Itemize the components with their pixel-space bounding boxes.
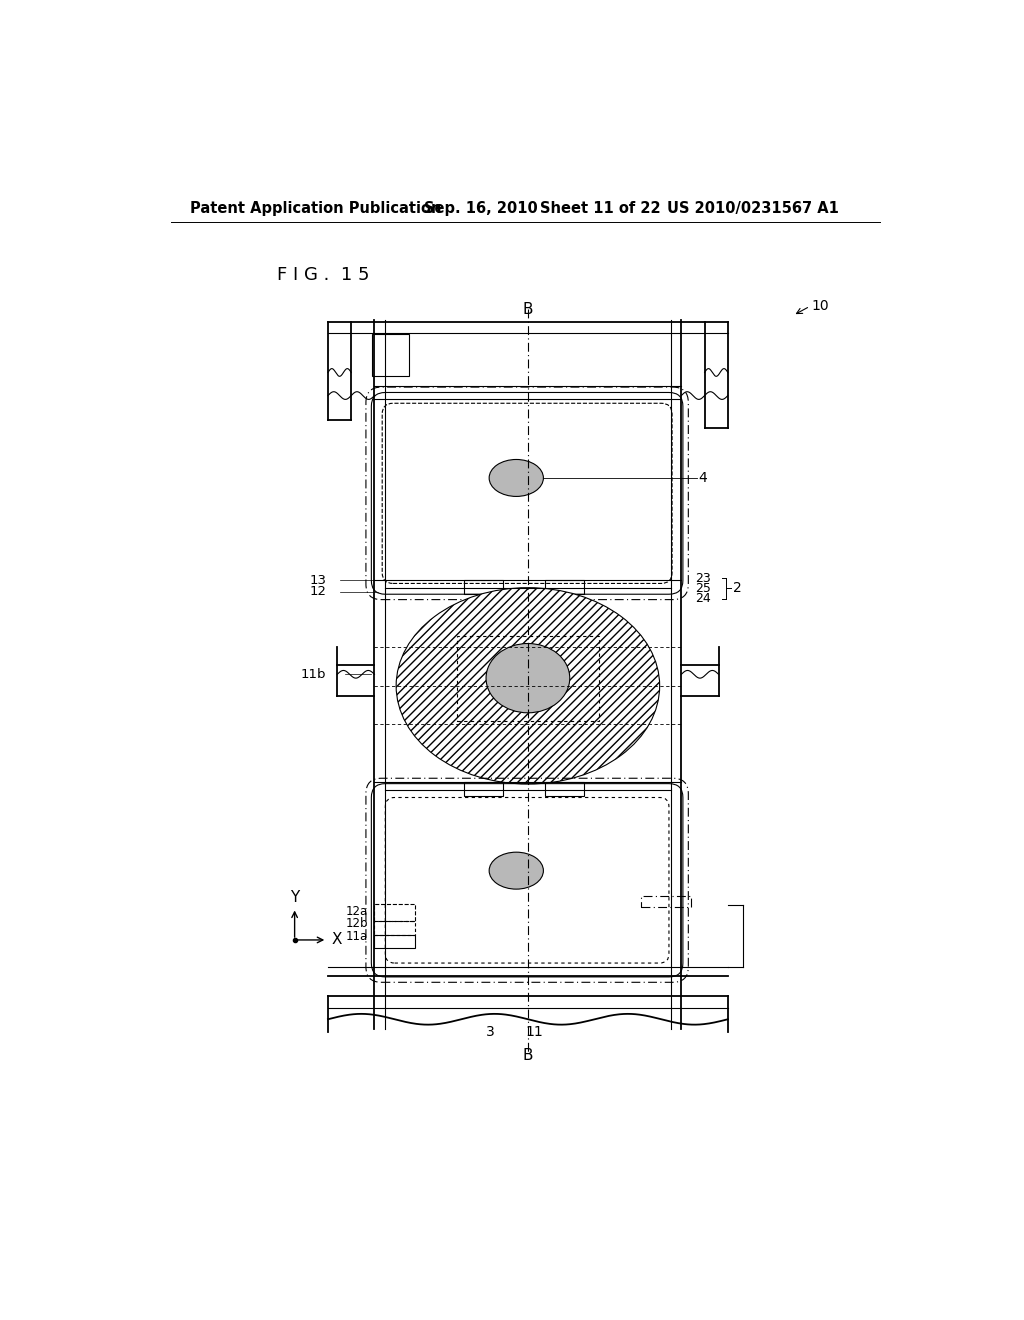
Text: 11a: 11a: [346, 929, 369, 942]
Bar: [545, 781, 584, 796]
Text: B: B: [522, 302, 534, 317]
Text: 23: 23: [695, 572, 711, 585]
Bar: [375, 921, 415, 935]
Text: US 2010/0231567 A1: US 2010/0231567 A1: [667, 201, 839, 216]
Text: 11b: 11b: [301, 668, 327, 681]
Text: 12b: 12b: [346, 916, 369, 929]
Text: 13: 13: [309, 574, 327, 587]
Text: 4: 4: [698, 471, 708, 484]
Text: Patent Application Publication: Patent Application Publication: [190, 201, 441, 216]
Bar: [457, 636, 599, 721]
Text: 3: 3: [486, 1026, 495, 1039]
Bar: [464, 781, 503, 796]
Ellipse shape: [486, 644, 569, 713]
Text: 2: 2: [733, 581, 742, 595]
Bar: [375, 904, 415, 921]
Text: 25: 25: [695, 582, 712, 594]
Text: F I G .  1 5: F I G . 1 5: [276, 267, 370, 284]
Ellipse shape: [396, 587, 659, 784]
Text: 24: 24: [695, 593, 711, 606]
Text: 10: 10: [812, 300, 829, 313]
Text: Y: Y: [290, 890, 299, 906]
Bar: [464, 581, 503, 594]
Text: 11: 11: [525, 1026, 543, 1039]
Ellipse shape: [489, 853, 544, 890]
Text: 12: 12: [309, 585, 327, 598]
Bar: [641, 896, 691, 907]
Text: Sheet 11 of 22: Sheet 11 of 22: [541, 201, 660, 216]
Bar: [375, 935, 415, 948]
Text: X: X: [332, 932, 342, 948]
Text: Sep. 16, 2010: Sep. 16, 2010: [424, 201, 538, 216]
Ellipse shape: [489, 459, 544, 496]
Text: 12a: 12a: [346, 906, 369, 917]
Text: B: B: [522, 1048, 534, 1063]
Bar: [545, 581, 584, 594]
Bar: [372, 334, 410, 376]
